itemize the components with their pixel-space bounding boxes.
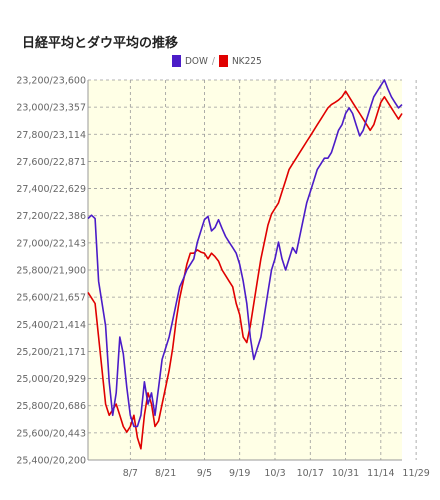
legend: DOW / NK225 <box>172 55 262 67</box>
legend-nk225-swatch <box>218 55 228 67</box>
legend-dow-swatch <box>172 55 181 67</box>
y-tick-label: 27,600/22,871 <box>16 157 86 168</box>
y-tick-label: 25,000/20,929 <box>16 374 86 385</box>
y-tick-label: 25,400/21,414 <box>16 320 86 331</box>
y-tick-label: 25,600/20,443 <box>16 428 86 439</box>
series-line-nk225 <box>87 90 403 450</box>
y-tick-label: 25,800/20,686 <box>16 401 86 412</box>
x-tick-label: 9/5 <box>197 468 212 479</box>
x-tick-label: 8/21 <box>155 468 176 479</box>
y-tick-label: 25,200/21,171 <box>16 347 86 358</box>
legend-dow-label: DOW <box>185 55 208 67</box>
y-tick-label: 27,800/23,114 <box>16 130 86 141</box>
y-tick-label: 27,200/22,386 <box>16 211 86 222</box>
y-tick-label: 23,000/23,357 <box>16 103 86 114</box>
y-tick-label: 23,200/23,600 <box>16 76 86 87</box>
x-tick-label: 10/17 <box>297 468 324 479</box>
y-tick-label: 27,400/22,629 <box>16 184 86 195</box>
x-tick-label: 11/14 <box>367 468 394 479</box>
y-tick-label: 25,600/21,657 <box>16 293 86 304</box>
chart-title: 日経平均とダウ平均の推移 <box>22 36 179 51</box>
x-tick-label: 8/7 <box>123 468 138 479</box>
y-tick-label: 25,800/21,900 <box>16 266 86 277</box>
x-tick-label: 10/31 <box>332 468 359 479</box>
y-tick-label: 25,400/20,200 <box>16 456 86 467</box>
series-line-dow <box>87 79 403 428</box>
x-tick-label: 10/3 <box>264 468 285 479</box>
legend-nk225-label: NK225 <box>231 55 262 67</box>
x-tick-label: 9/19 <box>229 468 250 479</box>
x-tick-label: 11/29 <box>402 468 429 479</box>
y-tick-label: 27,000/22,143 <box>16 238 86 249</box>
